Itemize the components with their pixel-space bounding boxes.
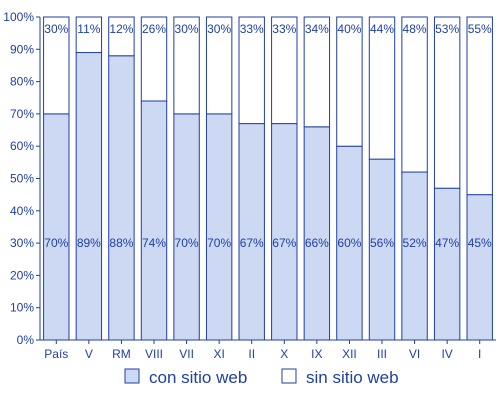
data-label-sin-sitio-web: 48% <box>403 22 427 36</box>
bar-con-sitio-web <box>75 52 103 341</box>
y-tick-label: 30% <box>10 236 34 250</box>
data-label-sin-sitio-web: 53% <box>435 22 459 36</box>
data-label-sin-sitio-web: 26% <box>142 22 166 36</box>
bar-sin-sitio-web <box>368 16 396 160</box>
y-tick-label: 80% <box>10 75 34 89</box>
data-label-con-sitio-web: 52% <box>403 236 427 250</box>
bar-sin-sitio-web <box>433 16 461 189</box>
legend-con-sitio-web-swatch <box>124 368 140 384</box>
bar-con-sitio-web <box>466 194 493 341</box>
bar-con-sitio-web <box>43 113 70 341</box>
bar-con-sitio-web <box>205 113 233 341</box>
data-label-con-sitio-web: 74% <box>142 236 166 250</box>
data-label-con-sitio-web: 70% <box>207 236 231 250</box>
bar-sin-sitio-web <box>75 16 103 54</box>
data-label-sin-sitio-web: 33% <box>272 22 296 36</box>
y-tick-label: 90% <box>10 42 34 56</box>
y-tick-label: 60% <box>10 139 34 153</box>
x-tick-label: RM <box>112 347 131 361</box>
data-label-con-sitio-web: 47% <box>435 236 459 250</box>
x-tick-label: V <box>85 347 93 361</box>
bar-sin-sitio-web <box>303 16 331 128</box>
data-label-sin-sitio-web: 55% <box>468 22 492 36</box>
data-label-con-sitio-web: 70% <box>175 236 199 250</box>
bar-con-sitio-web <box>303 126 331 341</box>
data-label-con-sitio-web: 56% <box>370 236 394 250</box>
data-label-sin-sitio-web: 30% <box>44 22 68 36</box>
data-label-sin-sitio-web: 12% <box>109 22 133 36</box>
bar-sin-sitio-web <box>205 16 233 115</box>
data-label-sin-sitio-web: 30% <box>175 22 199 36</box>
bar-con-sitio-web <box>238 123 265 341</box>
data-label-con-sitio-web: 67% <box>240 236 264 250</box>
y-tick-label: 40% <box>10 204 34 218</box>
x-tick-label: III <box>377 347 387 361</box>
data-label-sin-sitio-web: 40% <box>337 22 361 36</box>
x-tick-label: II <box>248 347 255 361</box>
bar-con-sitio-web <box>271 123 298 341</box>
data-label-sin-sitio-web: 33% <box>240 22 264 36</box>
bar-con-sitio-web <box>140 100 168 341</box>
data-label-sin-sitio-web: 11% <box>77 22 100 36</box>
x-tick-label: VII <box>179 347 194 361</box>
data-label-sin-sitio-web: 34% <box>305 22 329 36</box>
x-tick-label: I <box>478 347 481 361</box>
bar-sin-sitio-web <box>43 16 70 115</box>
y-tick-label: 70% <box>10 107 34 121</box>
data-label-con-sitio-web: 70% <box>44 236 68 250</box>
data-label-con-sitio-web: 89% <box>77 236 101 250</box>
x-tick-label: VIII <box>145 347 163 361</box>
legend-con-sitio-web-label: con sitio web <box>149 368 247 387</box>
data-label-con-sitio-web: 88% <box>109 236 133 250</box>
bar-con-sitio-web <box>433 187 461 341</box>
data-label-con-sitio-web: 60% <box>337 236 361 250</box>
data-label-con-sitio-web: 45% <box>468 236 492 250</box>
y-tick-label: 10% <box>10 301 34 315</box>
y-tick-label: 50% <box>10 172 34 186</box>
x-tick-label: VI <box>409 347 420 361</box>
data-label-con-sitio-web: 67% <box>272 236 296 250</box>
bar-sin-sitio-web <box>401 16 428 173</box>
bar-sin-sitio-web <box>173 16 200 115</box>
x-tick-label: XI <box>213 347 224 361</box>
data-label-sin-sitio-web: 44% <box>370 22 394 36</box>
y-tick-label: 0% <box>17 333 35 347</box>
x-tick-label: IV <box>441 347 452 361</box>
bar-con-sitio-web <box>401 171 428 341</box>
y-tick-label: 20% <box>10 268 34 282</box>
x-tick-label: IX <box>311 347 322 361</box>
data-label-con-sitio-web: 66% <box>305 236 329 250</box>
legend-sin-sitio-web-label: sin sitio web <box>306 368 399 387</box>
legend-sin-sitio-web-swatch <box>281 368 297 384</box>
x-tick-label: País <box>44 347 68 361</box>
bar-sin-sitio-web <box>238 16 265 125</box>
bar-sin-sitio-web <box>140 16 168 102</box>
y-tick-label: 100% <box>3 10 34 24</box>
bar-sin-sitio-web <box>336 16 363 147</box>
x-tick-label: XII <box>342 347 357 361</box>
bar-con-sitio-web <box>173 113 200 341</box>
bar-sin-sitio-web <box>466 16 493 196</box>
x-tick-label: X <box>280 347 288 361</box>
data-label-sin-sitio-web: 30% <box>207 22 231 36</box>
bar-sin-sitio-web <box>271 16 298 125</box>
bar-sin-sitio-web <box>108 16 135 57</box>
bar-con-sitio-web <box>108 55 135 341</box>
